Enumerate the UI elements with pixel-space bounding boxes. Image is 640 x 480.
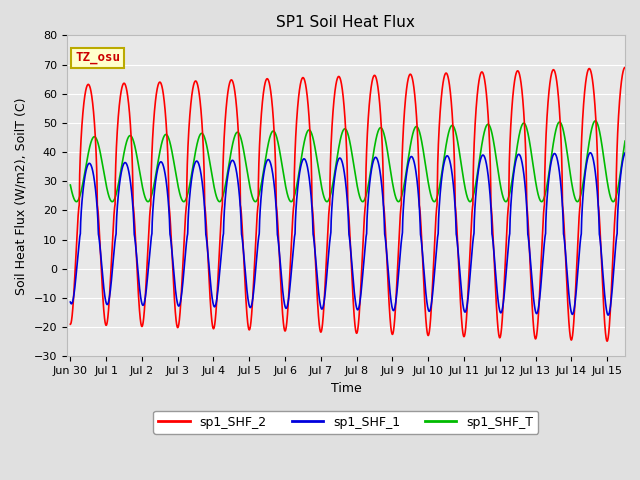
sp1_SHF_1 — [621, 150, 629, 156]
sp1_SHF_T — [278, 164, 286, 169]
sp1_SHF_2 — [604, 338, 611, 344]
sp1_SHF_2 — [621, 64, 629, 70]
sp1_SHF_T — [523, 125, 531, 131]
sp1_SHF_T — [428, 193, 435, 199]
sp1_SHF_1 — [167, 240, 175, 245]
sp1_SHF_1 — [522, 199, 530, 204]
sp1_SHF_T — [167, 144, 175, 150]
sp1_SHF_T — [399, 188, 407, 193]
Line: sp1_SHF_2: sp1_SHF_2 — [70, 67, 625, 341]
sp1_SHF_2 — [278, 307, 286, 312]
Legend: sp1_SHF_2, sp1_SHF_1, sp1_SHF_T: sp1_SHF_2, sp1_SHF_1, sp1_SHF_T — [154, 411, 538, 434]
sp1_SHF_2 — [522, 176, 530, 181]
Text: TZ_osu: TZ_osu — [75, 51, 120, 64]
Line: sp1_SHF_T: sp1_SHF_T — [70, 121, 625, 202]
sp1_SHF_1 — [278, 283, 286, 289]
sp1_SHF_2 — [399, 133, 407, 139]
sp1_SHF_T — [621, 138, 629, 144]
X-axis label: Time: Time — [330, 382, 361, 395]
sp1_SHF_T — [67, 182, 74, 188]
Y-axis label: Soil Heat Flux (W/m2), SoilT (C): Soil Heat Flux (W/m2), SoilT (C) — [15, 97, 28, 295]
sp1_SHF_T — [431, 199, 438, 204]
sp1_SHF_1 — [604, 312, 612, 318]
sp1_SHF_T — [591, 118, 599, 124]
Line: sp1_SHF_1: sp1_SHF_1 — [70, 153, 625, 315]
sp1_SHF_1 — [586, 150, 594, 156]
sp1_SHF_1 — [399, 212, 407, 218]
sp1_SHF_1 — [67, 299, 74, 305]
sp1_SHF_2 — [67, 321, 74, 327]
sp1_SHF_2 — [428, 309, 435, 315]
sp1_SHF_1 — [481, 153, 488, 159]
sp1_SHF_2 — [167, 233, 175, 239]
Title: SP1 Soil Heat Flux: SP1 Soil Heat Flux — [276, 15, 415, 30]
sp1_SHF_1 — [428, 303, 435, 309]
sp1_SHF_2 — [481, 75, 488, 81]
sp1_SHF_T — [481, 129, 488, 135]
